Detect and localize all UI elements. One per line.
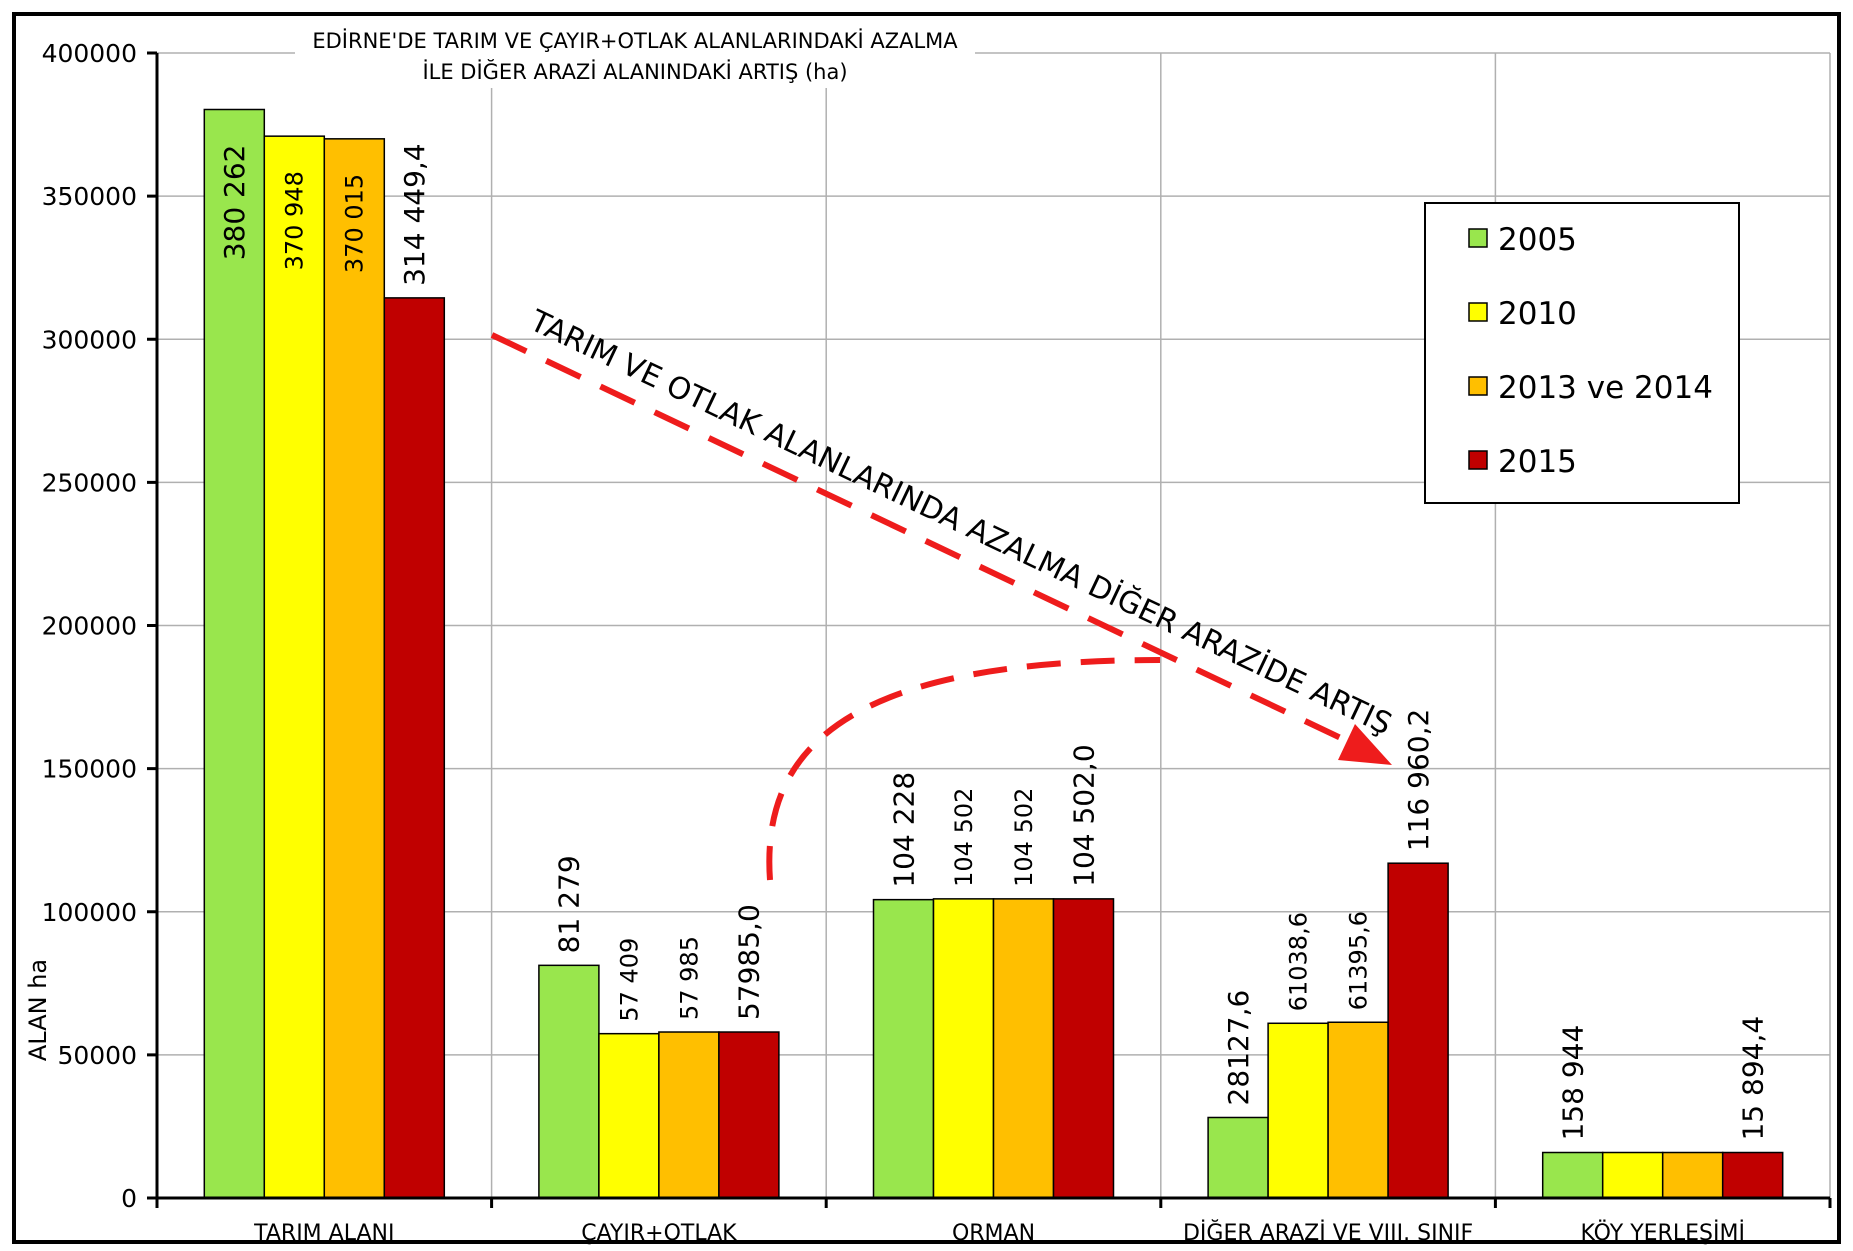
legend-swatch <box>1468 302 1488 322</box>
bar <box>932 898 995 1199</box>
bar <box>263 135 326 1199</box>
title-line-2: İLE DİĞER ARAZİ ALANINDAKİ ARTIŞ (ha) <box>422 59 847 84</box>
data-label: 314 449,4 <box>398 143 431 286</box>
y-tick-label: 50000 <box>57 1041 137 1070</box>
data-label: 57985,0 <box>733 904 766 1020</box>
data-label: 15 894,4 <box>1737 1016 1770 1141</box>
legend-label: 2005 <box>1498 222 1577 258</box>
axes: 0 50000 100000 150000 200000 250000 300000 3500… <box>42 39 1832 1246</box>
y-tick-label: 150000 <box>42 755 137 784</box>
decline-arrow-head <box>1338 724 1392 765</box>
title-background <box>295 20 975 88</box>
bar <box>1541 1151 1604 1199</box>
data-label: 104 502 <box>1010 788 1038 887</box>
data-label: 380 262 <box>218 145 251 261</box>
x-tick-label: KÖY YERLEŞİMİ <box>1580 1220 1744 1246</box>
data-label: 61038,6 <box>1285 912 1313 1011</box>
bar <box>203 108 266 1199</box>
data-label: 57 985 <box>675 936 703 1020</box>
bar <box>1601 1151 1664 1199</box>
bar <box>718 1031 780 1199</box>
chart-title: EDİRNE'DE TARIM VE ÇAYIR+OTLAK ALANLARIN… <box>295 20 975 88</box>
y-tick-label: 0 <box>121 1184 137 1213</box>
bar <box>1661 1151 1724 1199</box>
data-label: 370 015 <box>341 174 369 273</box>
y-tick-label: 200000 <box>42 612 137 641</box>
bar <box>1207 1116 1269 1199</box>
x-tick-label: ÇAYIR+OTLAK <box>581 1221 737 1246</box>
transfer-arrow-curve <box>766 657 1161 881</box>
data-label: 61395,6 <box>1345 911 1373 1010</box>
data-label: 158 944 <box>1557 1025 1590 1141</box>
legend-swatch <box>1468 450 1488 470</box>
data-label: 104 228 <box>887 772 920 888</box>
x-tick-label: DİĞER ARAZİ VE VIII. SINIF <box>1183 1220 1473 1246</box>
data-label: 57 409 <box>615 938 643 1022</box>
bar <box>1267 1022 1329 1199</box>
legend: 2005 2010 2013 ve 2014 2015 <box>1424 202 1740 504</box>
legend-swatch <box>1468 228 1488 248</box>
legend-swatch <box>1468 376 1488 396</box>
bar <box>658 1031 720 1199</box>
y-tick-label: 100000 <box>42 898 137 927</box>
y-tick-label: 400000 <box>42 39 137 68</box>
legend-label: 2013 ve 2014 <box>1498 370 1713 406</box>
bar <box>1387 862 1449 1199</box>
bar <box>1052 898 1115 1199</box>
data-label: 28127,6 <box>1222 990 1255 1106</box>
legend-label: 2015 <box>1498 444 1577 480</box>
data-label: 81 279 <box>553 855 586 953</box>
x-tick-label: ORMAN <box>952 1221 1035 1246</box>
data-label: 104 502 <box>950 788 978 887</box>
data-label: 370 948 <box>281 171 309 270</box>
data-labels: 380 262 81 279 104 228 28127,6 158 944 370 94… <box>218 143 1769 1140</box>
legend-label: 2010 <box>1498 296 1577 332</box>
bar <box>872 898 935 1199</box>
title-line-1: EDİRNE'DE TARIM VE ÇAYIR+OTLAK ALANLARIN… <box>312 28 958 53</box>
decline-arrow-line <box>490 332 1347 743</box>
bar <box>992 898 1055 1199</box>
bars <box>203 108 1784 1199</box>
y-tick-label: 350000 <box>42 182 137 211</box>
bar <box>323 138 386 1199</box>
x-tick-label: TARIM ALANI <box>253 1221 394 1246</box>
data-label: 104 502,0 <box>1067 744 1100 887</box>
bar <box>598 1032 660 1199</box>
bar <box>383 297 446 1199</box>
y-axis-label: ALAN ha <box>24 959 52 1061</box>
data-label: 116 960,2 <box>1402 709 1435 852</box>
bar <box>1721 1151 1784 1199</box>
bar <box>1327 1021 1389 1199</box>
y-tick-label: 250000 <box>42 468 137 497</box>
y-tick-label: 300000 <box>42 325 137 354</box>
bar <box>538 964 600 1199</box>
